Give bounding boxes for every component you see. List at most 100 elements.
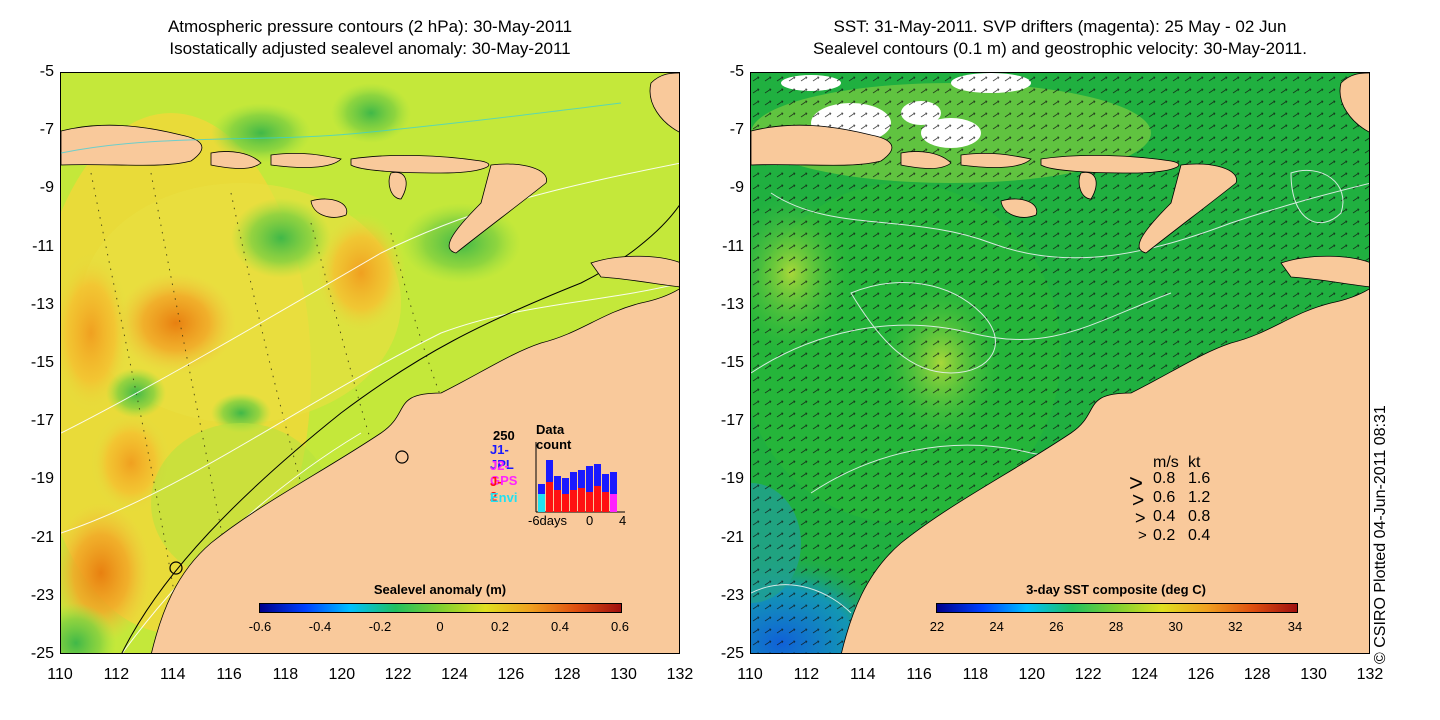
velocity-arrow-icon: > [1138,527,1147,544]
right-ytick-label: -9 [729,179,744,197]
sst-colorbar-label: 3-day SST composite (deg C) [1026,582,1206,597]
left-ytick-label: -25 [30,645,54,662]
velocity-kt-value: 1.6 [1188,470,1211,487]
velocity-arrow-icon: > [1135,508,1146,528]
velocity-kt-value: 0.4 [1188,527,1211,544]
left-ytick-label: -23 [30,586,54,604]
velocity-ms-value: 0.6 [1153,489,1176,506]
inset-legend-item: J-2 [490,474,502,504]
left-map-title: Atmospheric pressure contours (2 hPa): 3… [60,16,680,60]
sst-colorbar-tick: 22 [929,619,945,634]
sst-map [750,72,1370,654]
sst-colorbar [936,603,1298,613]
right-xtick-label: 118 [962,666,989,683]
right-xtick-label: 124 [1131,666,1158,683]
inset-title: Data count [536,422,572,452]
inset-x-end: 4 [619,513,627,528]
right-xtick-label: 120 [1018,666,1046,683]
left-xtick-label: 116 [216,666,242,683]
velocity-ms-value: 0.8 [1153,470,1176,487]
right-xtick-label: 112 [793,666,820,683]
left-xtick-label: 122 [384,666,412,683]
right-xtick-label: 110 [737,666,763,683]
right-xtick-label: 122 [1074,666,1102,683]
right-xtick-label: 114 [849,666,876,683]
sst-colorbar-tick: 28 [1108,619,1124,634]
right-title-line1: SST: 31-May-2011. SVP drifters (magenta)… [833,17,1287,36]
right-ytick-label: -15 [720,354,744,371]
ssh-colorbar [259,603,622,613]
left-xtick-label: 110 [47,666,73,683]
left-xtick-label: 126 [497,666,525,683]
right-xtick-label: 130 [1300,666,1327,683]
credit-text: © CSIRO Plotted 04-Jun-2011 08:31 [1372,405,1389,664]
inset-legend-item: J2-GPS [490,458,518,488]
left-ytick-label: -13 [30,295,54,313]
right-ytick-label: -17 [720,412,744,430]
ssh-colorbar-tick: 0 [436,619,444,634]
left-title-line2: Isostatically adjusted sealevel anomaly:… [169,39,571,58]
right-ytick-label: -7 [729,121,744,139]
right-xtick-label: 116 [906,666,932,683]
right-title-line2: Sealevel contours (0.1 m) and geostrophi… [813,39,1307,58]
right-ytick-label: -13 [720,295,744,313]
sst-colorbar-tick: 26 [1049,619,1064,634]
ssh-colorbar-tick: -0.4 [308,619,332,634]
left-title-line1: Atmospheric pressure contours (2 hPa): 3… [167,17,573,36]
velocity-ms-value: 0.4 [1153,508,1176,525]
sealevel-anomaly-svg [61,73,679,653]
ssh-colorbar-tick: 0.6 [610,619,630,634]
left-xtick-label: 130 [610,666,637,683]
left-xtick-label: 128 [553,666,581,683]
legend-header-ms: m/s [1153,454,1179,471]
left-ytick-label: -21 [30,528,54,546]
data-count-chart [535,442,625,513]
legend-header-kt: kt [1188,454,1201,471]
right-ytick-label: -19 [720,470,744,488]
left-ytick-label: -17 [30,412,54,430]
velocity-arrow-icon: > [1132,489,1145,512]
inset-x-start: -6days [528,513,568,528]
velocity-kt-value: 1.2 [1188,489,1211,506]
sealevel-anomaly-map [60,72,680,654]
right-xtick-label: 132 [1356,666,1384,683]
velocity-arrow-icon: > [1129,470,1144,497]
ssh-colorbar-tick: -0.6 [248,619,272,634]
sst-colorbar-tick: 24 [989,619,1004,634]
right-ytick-label: -11 [722,237,744,255]
left-xtick-label: 114 [159,666,186,683]
sst-svg [751,73,1369,653]
left-xtick-label: 112 [103,666,130,683]
inset-legend-item: J1-JPL [490,442,514,472]
left-xtick-label: 124 [441,666,468,683]
left-xtick-label: 120 [328,666,356,683]
left-ytick-label: -15 [30,354,54,371]
inset-legend-item: Envi [490,490,518,505]
right-ytick-label: -21 [720,528,744,546]
left-xtick-label: 118 [272,666,299,683]
right-xtick-label: 128 [1243,666,1271,683]
sst-colorbar-tick: 32 [1228,619,1243,634]
left-ytick-label: -9 [39,179,54,197]
right-xtick-label: 126 [1187,666,1215,683]
velocity-kt-value: 0.8 [1188,508,1211,525]
left-ytick-label: -7 [39,121,54,139]
sst-colorbar-tick: 34 [1287,619,1303,634]
left-xtick-label: 132 [666,666,694,683]
ssh-colorbar-label: Sealevel anomaly (m) [373,582,507,597]
sst-colorbar-tick: 30 [1168,619,1183,634]
right-map-title: SST: 31-May-2011. SVP drifters (magenta)… [750,16,1370,60]
right-ytick-label: -5 [729,63,744,80]
ssh-colorbar-tick: -0.2 [368,619,392,634]
right-ytick-label: -23 [720,586,744,604]
inset-x-zero: 0 [586,513,594,528]
ssh-colorbar-tick: 0.2 [490,619,510,634]
left-ytick-label: -19 [30,470,54,488]
left-ytick-label: -5 [39,63,54,80]
inset-ymax: 250 [493,428,515,443]
left-ytick-label: -11 [32,237,54,255]
data-count-bars [538,460,617,512]
right-ytick-label: -25 [720,645,744,662]
ssh-colorbar-tick: 0.4 [550,619,570,634]
velocity-ms-value: 0.2 [1153,527,1176,544]
